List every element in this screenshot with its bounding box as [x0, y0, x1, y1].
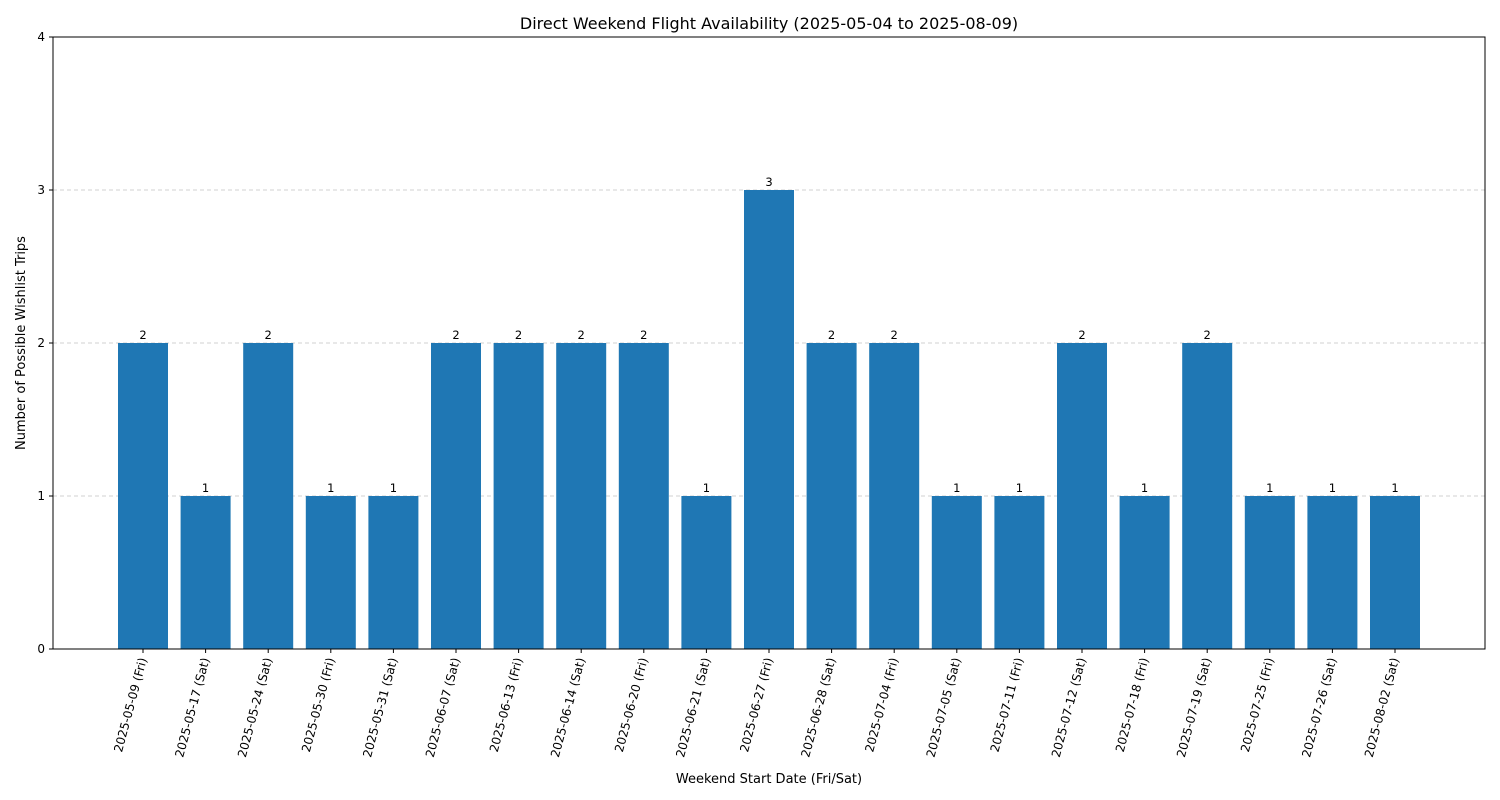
- x-tick-label: 2025-07-18 (Fri): [1113, 656, 1152, 754]
- y-tick-label: 2: [37, 336, 45, 350]
- bar-value-label: 2: [139, 328, 146, 342]
- bar: [1244, 496, 1295, 649]
- y-axis-label: Number of Possible Wishlist Trips: [14, 236, 29, 450]
- bar-value-label: 2: [452, 328, 459, 342]
- y-tick-label: 4: [37, 30, 45, 44]
- bar: [931, 496, 982, 649]
- bar: [118, 343, 168, 649]
- x-tick-label: 2025-07-25 (Fri): [1238, 656, 1277, 754]
- bar: [994, 496, 1045, 649]
- x-tick-label: 2025-06-20 (Fri): [612, 656, 651, 754]
- bar: [305, 496, 356, 649]
- x-tick-label: 2025-06-21 (Sat): [673, 656, 713, 759]
- x-axis-label: Weekend Start Date (Fri/Sat): [676, 772, 862, 787]
- bar: [806, 343, 857, 649]
- bar: [556, 343, 607, 649]
- bar: [1370, 496, 1420, 649]
- bar-value-label: 1: [327, 481, 334, 495]
- x-tick-label: 2025-06-28 (Sat): [798, 656, 838, 759]
- x-tick-label: 2025-05-17 (Sat): [172, 656, 212, 759]
- bar-value-label: 1: [1391, 481, 1398, 495]
- bars: [118, 190, 1420, 649]
- bar-value-label: 2: [515, 328, 522, 342]
- bar-value-label: 2: [1078, 328, 1085, 342]
- y-tick-label: 0: [37, 642, 45, 656]
- bar: [368, 496, 419, 649]
- bar: [1119, 496, 1170, 649]
- x-tick-label: 2025-06-13 (Fri): [487, 656, 526, 754]
- x-tick-label: 2025-05-31 (Sat): [360, 656, 400, 759]
- x-tick-label: 2025-05-09 (Fri): [111, 656, 150, 754]
- bar: [180, 496, 231, 649]
- bar: [618, 343, 669, 649]
- y-axis-ticks: 0 1 2 3 4: [37, 30, 53, 656]
- y-tick-label: 1: [37, 489, 45, 503]
- bar: [869, 343, 920, 649]
- x-tick-label: 2025-06-07 (Sat): [423, 656, 463, 759]
- bar-value-label: 2: [891, 328, 898, 342]
- x-tick-label: 2025-05-30 (Fri): [299, 656, 338, 754]
- bar-value-label: 2: [640, 328, 647, 342]
- bar-value-label: 2: [265, 328, 272, 342]
- x-tick-label: 2025-07-05 (Sat): [924, 656, 964, 759]
- bar-value-label: 1: [1329, 481, 1336, 495]
- bar: [493, 343, 544, 649]
- bar-value-labels: 2 1 2 1 1 2 2 2 2 1 3 2 2 1 1 2 1 2 1 1 1: [139, 175, 1398, 495]
- bar: [243, 343, 294, 649]
- x-tick-label: 2025-08-02 (Sat): [1362, 656, 1402, 759]
- x-tick-label: 2025-07-11 (Fri): [988, 656, 1027, 754]
- bar: [744, 190, 794, 649]
- x-tick-label: 2025-07-04 (Fri): [862, 656, 901, 754]
- x-tick-label: 2025-06-27 (Fri): [737, 656, 776, 754]
- bar-value-label: 3: [765, 175, 772, 189]
- bar: [681, 496, 732, 649]
- x-tick-label: 2025-05-24 (Sat): [235, 656, 275, 759]
- bar-value-label: 1: [703, 481, 710, 495]
- bar-value-label: 1: [953, 481, 960, 495]
- bar-value-label: 1: [202, 481, 209, 495]
- bar-value-label: 1: [1266, 481, 1273, 495]
- bar-value-label: 1: [1016, 481, 1023, 495]
- bar-value-label: 2: [578, 328, 585, 342]
- chart-title: Direct Weekend Flight Availability (2025…: [520, 14, 1018, 33]
- bar: [1307, 496, 1358, 649]
- y-tick-label: 3: [37, 183, 45, 197]
- bar: [1057, 343, 1107, 649]
- x-tick-label: 2025-07-12 (Sat): [1049, 656, 1089, 759]
- bar: [431, 343, 481, 649]
- x-tick-label: 2025-06-14 (Sat): [548, 656, 588, 759]
- bar-value-label: 2: [828, 328, 835, 342]
- x-axis-ticks: 2025-05-09 (Fri) 2025-05-17 (Sat) 2025-05-…: [111, 649, 1402, 759]
- bar-value-label: 1: [1141, 481, 1148, 495]
- bar-value-label: 2: [1204, 328, 1211, 342]
- x-tick-label: 2025-07-26 (Sat): [1299, 656, 1339, 759]
- bar-value-label: 1: [390, 481, 397, 495]
- x-tick-label: 2025-07-19 (Sat): [1174, 656, 1214, 759]
- bar: [1182, 343, 1233, 649]
